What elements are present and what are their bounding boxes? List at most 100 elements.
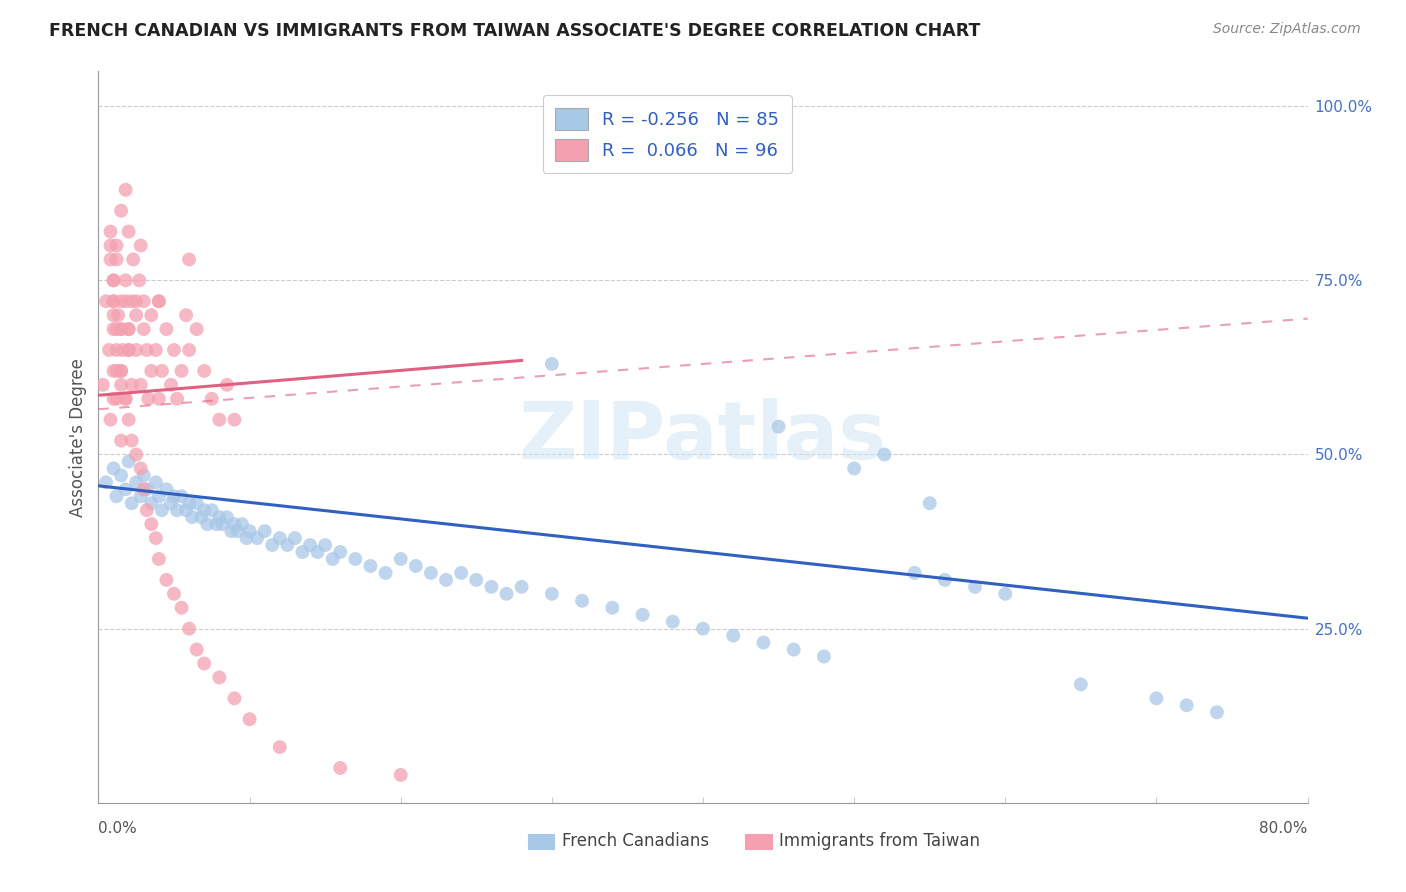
Point <box>174 308 197 322</box>
Point <box>114 392 136 406</box>
Point <box>873 448 896 462</box>
Point <box>201 392 224 406</box>
Point <box>166 392 188 406</box>
Point <box>148 552 170 566</box>
Point <box>121 434 143 448</box>
Point <box>374 566 396 580</box>
Point <box>190 510 212 524</box>
Point <box>107 308 129 322</box>
Point <box>118 225 141 239</box>
Point <box>181 510 204 524</box>
Point <box>105 252 128 267</box>
Point <box>510 580 533 594</box>
Point <box>155 573 177 587</box>
Point <box>481 580 503 594</box>
Point <box>155 322 177 336</box>
Point <box>135 483 157 497</box>
Point <box>170 364 193 378</box>
Point <box>602 600 624 615</box>
Point <box>125 294 148 309</box>
Point <box>163 489 186 503</box>
Point <box>121 377 143 392</box>
Point <box>844 461 866 475</box>
Point <box>314 538 336 552</box>
Point <box>103 273 125 287</box>
Point <box>100 252 122 267</box>
Point <box>125 308 148 322</box>
Point <box>118 412 141 426</box>
Point <box>150 364 173 378</box>
Point <box>179 496 201 510</box>
Point <box>179 252 201 267</box>
Point <box>389 768 412 782</box>
Point <box>110 364 132 378</box>
Point <box>105 364 128 378</box>
Bar <box>527 834 554 849</box>
Point <box>118 322 141 336</box>
Point <box>135 343 157 357</box>
Point <box>246 531 269 545</box>
Point <box>148 294 170 309</box>
Point <box>934 573 956 587</box>
Point <box>141 517 163 532</box>
Point <box>540 357 562 371</box>
Point <box>221 524 243 538</box>
Point <box>114 273 136 287</box>
Point <box>121 294 143 309</box>
Point <box>136 392 159 406</box>
Point <box>322 552 344 566</box>
Point <box>141 496 163 510</box>
Point <box>768 419 790 434</box>
Point <box>215 377 238 392</box>
Point <box>118 343 141 357</box>
Point <box>661 615 683 629</box>
Point <box>110 203 132 218</box>
Point <box>1070 677 1092 691</box>
Point <box>193 657 215 671</box>
Point <box>307 545 329 559</box>
Point <box>110 294 132 309</box>
Point <box>91 377 114 392</box>
Point <box>193 364 215 378</box>
Point <box>201 503 224 517</box>
Point <box>360 558 382 573</box>
Point <box>434 573 457 587</box>
Point <box>170 600 193 615</box>
Point <box>122 252 145 267</box>
Text: ZIPatlas: ZIPatlas <box>519 398 887 476</box>
Point <box>129 489 152 503</box>
Point <box>170 489 193 503</box>
Point <box>114 294 136 309</box>
Point <box>111 343 134 357</box>
Point <box>329 545 352 559</box>
Point <box>193 503 215 517</box>
Point <box>235 531 257 545</box>
Point <box>465 573 488 587</box>
Point <box>299 538 322 552</box>
Point <box>100 238 122 252</box>
Point <box>118 322 141 336</box>
Point <box>110 322 132 336</box>
Point <box>98 343 121 357</box>
Point <box>103 294 125 309</box>
Point <box>904 566 927 580</box>
Point <box>103 322 125 336</box>
Point <box>105 343 128 357</box>
Point <box>114 183 136 197</box>
Point <box>752 635 775 649</box>
Text: French Canadians: French Canadians <box>561 832 709 850</box>
Point <box>103 392 125 406</box>
Point <box>631 607 654 622</box>
Point <box>208 510 231 524</box>
Point <box>125 343 148 357</box>
Point <box>103 308 125 322</box>
Point <box>105 392 128 406</box>
Point <box>110 364 132 378</box>
Text: FRENCH CANADIAN VS IMMIGRANTS FROM TAIWAN ASSOCIATE'S DEGREE CORRELATION CHART: FRENCH CANADIAN VS IMMIGRANTS FROM TAIWA… <box>49 22 980 40</box>
Point <box>571 594 593 608</box>
Point <box>1206 705 1229 719</box>
Point <box>918 496 941 510</box>
Point <box>179 343 201 357</box>
Point <box>186 322 208 336</box>
Point <box>344 552 367 566</box>
